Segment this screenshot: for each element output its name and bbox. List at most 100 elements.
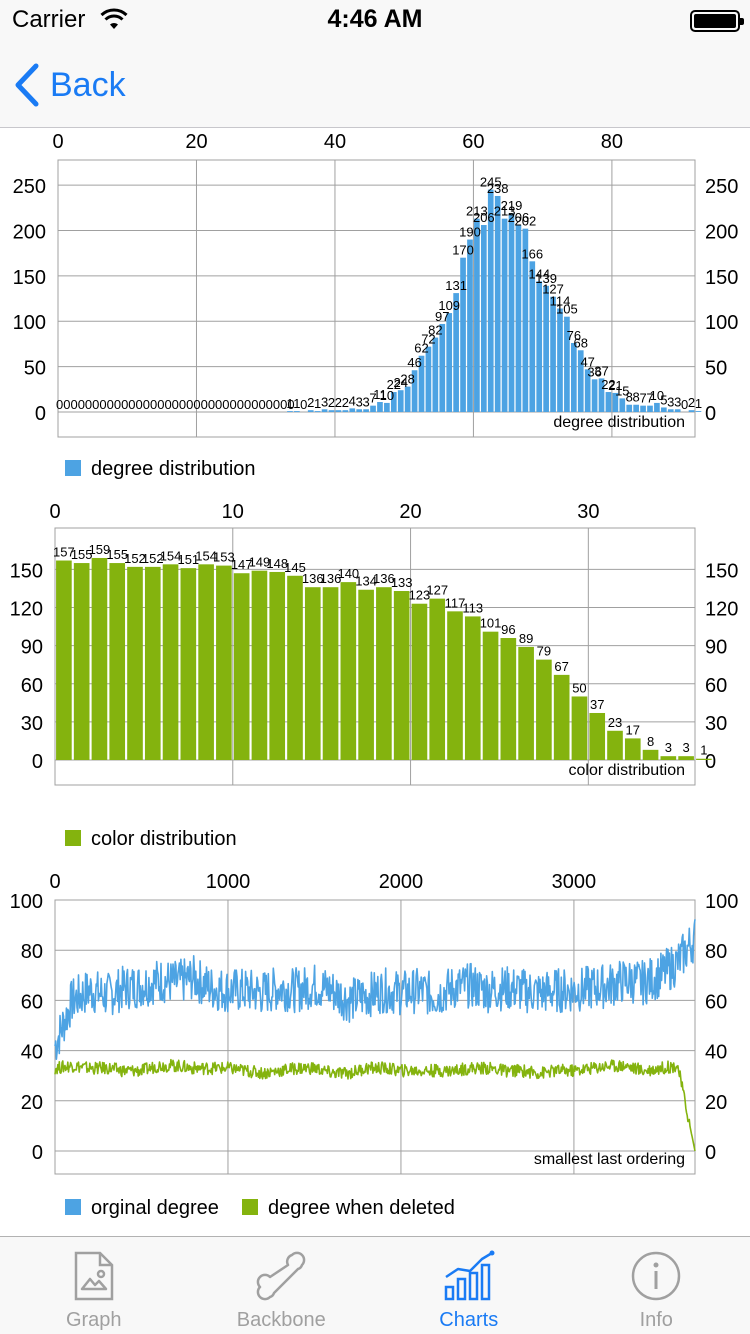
bar xyxy=(321,409,328,412)
bar xyxy=(304,587,321,760)
chart-description: smallest last ordering xyxy=(534,1151,685,1168)
data-label: 206 xyxy=(508,210,530,225)
y-tick-left: 150 xyxy=(10,560,43,582)
chart-description: color distribution xyxy=(569,762,686,779)
data-label: 3 xyxy=(665,740,672,755)
back-label: Back xyxy=(50,65,126,104)
tab-backbone[interactable]: Backbone xyxy=(188,1237,376,1334)
carrier-label: Carrier xyxy=(12,6,86,33)
info-circle-icon xyxy=(632,1251,681,1301)
bar xyxy=(529,261,536,412)
bar xyxy=(356,409,363,412)
data-label: 136 xyxy=(320,571,342,586)
bar xyxy=(564,316,570,412)
y-tick-left: 120 xyxy=(10,599,43,621)
charts-scroll-view[interactable]: 0 0 50 50 100 100 150 150 200 200 250 250 0 20 40 60 80 0… xyxy=(0,128,750,1236)
data-label: 50 xyxy=(572,680,586,695)
y-tick-left: 60 xyxy=(21,991,43,1013)
bar xyxy=(640,405,646,412)
y-tick-right: 20 xyxy=(705,1092,727,1114)
data-label: 134 xyxy=(355,574,377,589)
data-label: 101 xyxy=(480,616,502,631)
data-label: 7 xyxy=(639,391,646,406)
data-label: 131 xyxy=(445,278,467,293)
data-label: 3 xyxy=(667,394,674,409)
bar xyxy=(589,712,606,760)
back-button[interactable]: Back xyxy=(14,62,126,108)
bar xyxy=(349,408,356,412)
bar xyxy=(515,225,522,412)
bar xyxy=(480,225,487,412)
data-label: 238 xyxy=(487,181,509,196)
x-tick-top: 3000 xyxy=(552,871,597,893)
data-label: 2 xyxy=(688,395,695,410)
data-label: 139 xyxy=(535,271,557,286)
tab-charts-label: Charts xyxy=(439,1309,499,1331)
data-label: 28 xyxy=(400,372,414,387)
x-tick-top: 2000 xyxy=(379,871,424,893)
data-label: 213 xyxy=(494,204,516,219)
y-tick-left: 150 xyxy=(13,267,46,289)
bar xyxy=(607,730,623,760)
y-tick-right: 250 xyxy=(705,176,738,198)
data-label: 148 xyxy=(266,556,288,571)
x-tick-top: 30 xyxy=(577,501,599,523)
bar xyxy=(144,566,161,760)
data-label: 190 xyxy=(459,225,481,240)
x-tick-top: 80 xyxy=(601,131,623,153)
y-tick-right: 150 xyxy=(705,267,738,289)
bar xyxy=(633,404,639,412)
y-tick-left: 90 xyxy=(21,637,43,659)
data-label: 114 xyxy=(550,294,571,309)
bar xyxy=(550,296,556,412)
bar xyxy=(370,405,376,412)
legend-swatch xyxy=(65,830,81,846)
data-label: 166 xyxy=(521,246,543,261)
y-tick-right: 0 xyxy=(705,403,716,425)
data-label: 0 xyxy=(300,397,307,412)
data-label: 37 xyxy=(594,363,608,378)
y-tick-left: 0 xyxy=(32,751,43,773)
data-label: 3 xyxy=(321,394,328,409)
status-bar: Carrier 4:46 AM xyxy=(0,0,750,40)
bar xyxy=(591,379,598,412)
tab-charts[interactable]: Charts xyxy=(375,1237,563,1334)
tab-info[interactable]: Info xyxy=(563,1237,750,1334)
data-label: 2 xyxy=(335,395,342,410)
data-label: 1 xyxy=(314,396,321,411)
bar xyxy=(390,392,397,412)
tab-graph[interactable]: Graph xyxy=(0,1237,188,1334)
y-tick-left: 100 xyxy=(10,891,43,913)
tab-bar: Graph Backbone Charts Info xyxy=(0,1236,750,1334)
data-label: 11 xyxy=(373,387,387,402)
bar xyxy=(598,378,605,412)
bar xyxy=(500,638,517,760)
data-label: 79 xyxy=(537,644,551,659)
bar xyxy=(626,404,633,412)
x-tick-top: 20 xyxy=(185,131,207,153)
bar xyxy=(543,285,549,412)
bar xyxy=(397,390,404,412)
bar xyxy=(307,410,314,412)
data-label: 3 xyxy=(356,394,363,409)
data-label: 23 xyxy=(608,715,622,730)
data-label: 170 xyxy=(452,243,474,258)
bar xyxy=(654,402,660,412)
data-label: 155 xyxy=(71,547,93,562)
y-tick-left: 50 xyxy=(24,358,46,380)
bar xyxy=(557,308,563,412)
y-tick-right: 100 xyxy=(705,312,738,334)
data-label: 0 xyxy=(681,397,688,412)
bar xyxy=(314,411,321,412)
y-tick-left: 80 xyxy=(21,941,43,963)
bar xyxy=(667,409,674,412)
wifi-icon xyxy=(100,8,128,35)
data-label: 68 xyxy=(574,335,588,350)
y-tick-right: 0 xyxy=(705,751,716,773)
data-label: 89 xyxy=(519,631,533,646)
data-label: 136 xyxy=(373,571,395,586)
plot-frame xyxy=(54,527,696,786)
data-label: 67 xyxy=(554,659,568,674)
data-label: 24 xyxy=(393,375,407,390)
y-tick-right: 40 xyxy=(705,1042,727,1064)
